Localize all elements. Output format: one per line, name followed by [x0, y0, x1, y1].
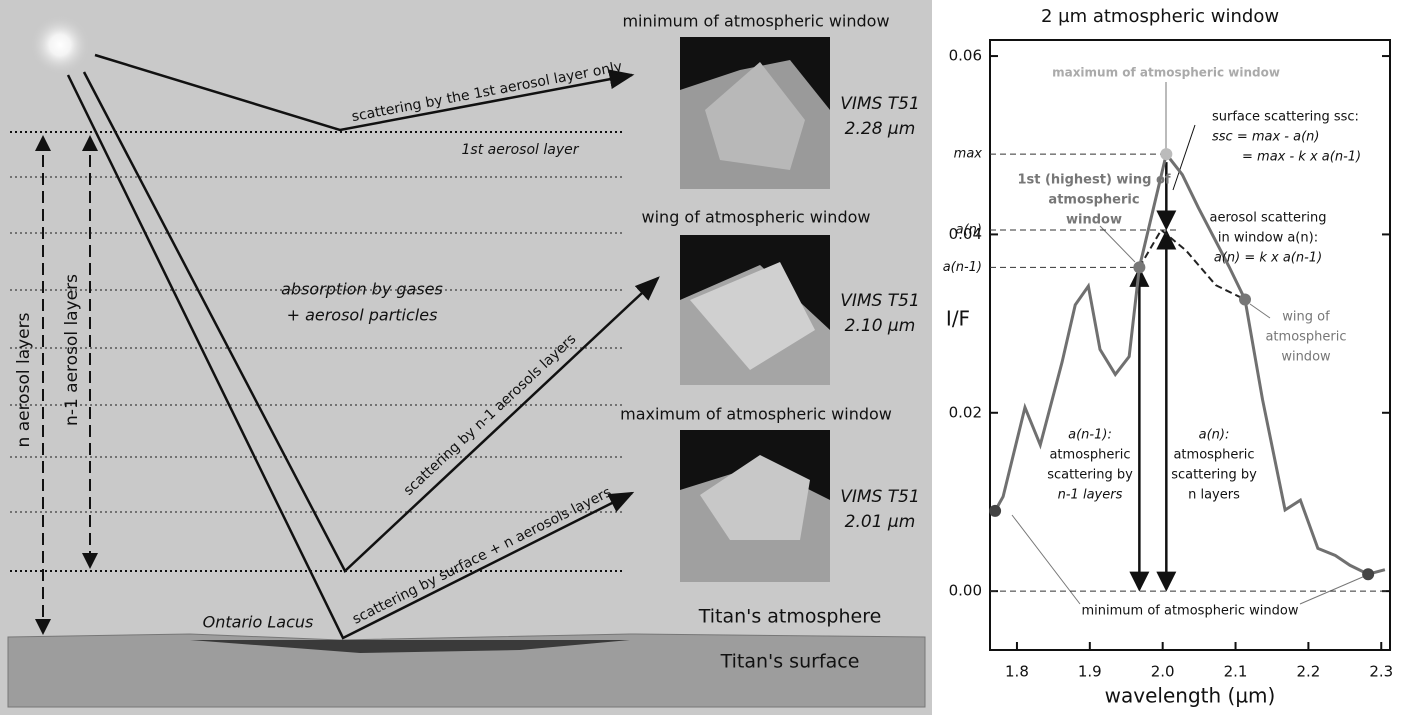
annotation: atmospheric — [1049, 448, 1130, 463]
x-tick-label: 2.3 — [1369, 663, 1393, 681]
image-label: 2.01 µm — [845, 512, 916, 532]
annotation: n-1 layers — [1058, 488, 1123, 503]
annotation: wing of — [1282, 310, 1330, 325]
y-tick-label: 0.02 — [949, 403, 982, 421]
annotation: = max - k x a(n-1) — [1242, 150, 1361, 165]
annotation: atmospheric — [1265, 330, 1346, 345]
annotation: n layers — [1188, 488, 1240, 503]
images — [680, 37, 830, 582]
x-tick-label: 2.0 — [1151, 663, 1175, 681]
image-label: VIMS T51 — [840, 487, 920, 507]
annotation: window — [1066, 213, 1122, 228]
layer-label: 1st aerosol layer — [462, 142, 580, 158]
image-label: 2.10 µm — [845, 316, 916, 336]
atmosphere-label: Titan's atmosphere — [698, 606, 882, 628]
image-label: 2.28 µm — [845, 119, 916, 139]
annotation: aerosol scattering — [1210, 211, 1327, 226]
image-label: VIMS T51 — [840, 94, 920, 114]
reference-label: a(n) — [956, 222, 982, 237]
panel-title: minimum of atmospheric window — [622, 12, 889, 31]
marker — [1160, 148, 1172, 160]
annotation: a(n): — [1199, 428, 1230, 443]
depth-label: n-1 aerosol layers — [62, 274, 82, 426]
surface-label: Titan's surface — [720, 651, 860, 673]
annotation: in window a(n): — [1218, 231, 1318, 246]
x-tick-label: 1.9 — [1078, 663, 1102, 681]
annotation: a(n-1): — [1068, 428, 1112, 443]
marker — [1133, 261, 1145, 273]
annotation: minimum of atmospheric window — [1082, 604, 1299, 619]
x-label: wavelength (µm) — [1105, 684, 1276, 708]
panel-title: wing of atmospheric window — [642, 208, 871, 227]
marker — [989, 505, 1001, 517]
annotation: scattering by — [1171, 468, 1257, 483]
plot-frame — [990, 40, 1390, 650]
panel-title: maximum of atmospheric window — [620, 405, 892, 424]
chart-title: 2 µm atmospheric window — [1041, 6, 1279, 27]
x-tick-label: 2.2 — [1296, 663, 1320, 681]
annotation: ssc = max - a(n) — [1212, 130, 1319, 145]
image-label: VIMS T51 — [840, 291, 920, 311]
annotation: atmospheric — [1173, 448, 1254, 463]
depth-label: n aerosol layers — [14, 312, 34, 447]
annotation: surface scattering ssc: — [1212, 110, 1359, 125]
absorption-label: + aerosol particles — [287, 306, 438, 325]
reference-label: a(n-1) — [943, 260, 982, 275]
reference-label: max — [954, 147, 983, 162]
annotation: window — [1281, 350, 1331, 365]
y-label: I/F — [946, 307, 970, 331]
x-tick-label: 2.1 — [1224, 663, 1248, 681]
marker — [1362, 568, 1374, 580]
x-tick-label: 1.8 — [1005, 663, 1029, 681]
marker — [1239, 294, 1251, 306]
y-tick-label: 0.06 — [949, 47, 982, 65]
y-tick-label: 0.00 — [949, 582, 982, 600]
annotation: atmospheric — [1048, 193, 1139, 208]
lake-label: Ontario Lacus — [203, 613, 314, 632]
sun — [30, 15, 90, 75]
absorption-label: absorption by gases — [281, 280, 443, 299]
annotation: a(n) = k x a(n-1) — [1214, 251, 1322, 266]
annotation: 1st (highest) wing of — [1017, 173, 1170, 188]
figure: minimum of atmospheric window wing of at… — [0, 0, 1416, 715]
annotation: scattering by — [1047, 468, 1133, 483]
annotation: maximum of atmospheric window — [1052, 66, 1280, 80]
